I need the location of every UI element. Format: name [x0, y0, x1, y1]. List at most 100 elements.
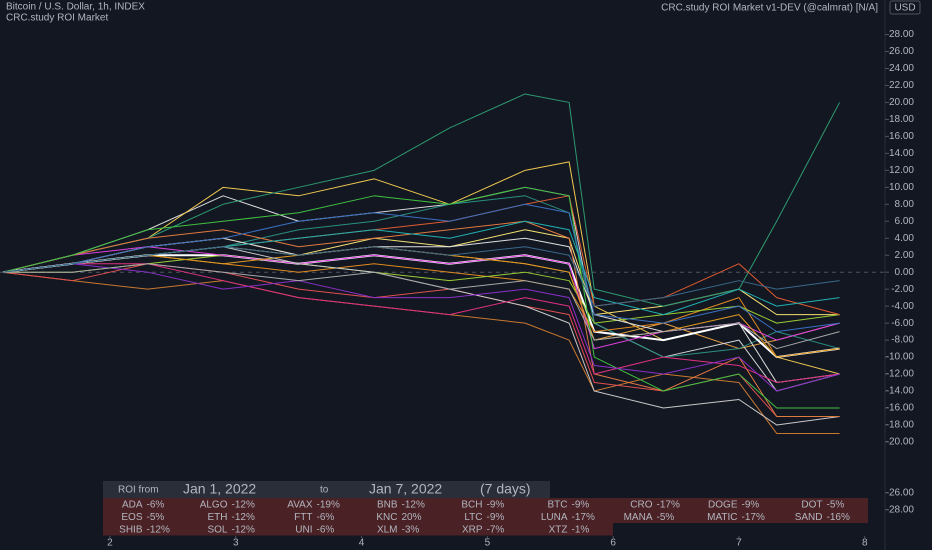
roi-name: ADA [122, 499, 143, 510]
roi-value: -12% [232, 524, 255, 535]
roi-row [103, 523, 613, 536]
roi-value: -6% [147, 499, 165, 510]
y-tick-label: 28.00 [889, 29, 914, 40]
roi-value: -9% [487, 499, 505, 510]
roi-value: -5% [147, 512, 165, 523]
y-tick-label: -26.00 [886, 488, 915, 499]
y-tick-label: 14.00 [889, 148, 914, 159]
lines [2, 93, 841, 434]
series-line [2, 203, 840, 333]
roi-name: BTC [548, 499, 568, 510]
y-tick-label: -16.00 [886, 403, 915, 414]
roi-row [103, 498, 868, 511]
y-tick-label: 26.00 [889, 46, 914, 57]
roi-name: XRP [462, 524, 483, 535]
roi-name: LUNA [541, 512, 568, 523]
y-tick-label: -8.00 [891, 335, 914, 346]
y-tick-label: -28.00 [886, 504, 915, 515]
roi-to-label: to [320, 485, 329, 496]
y-tick-label: -2.00 [891, 284, 914, 295]
roi-name: BNB [377, 499, 398, 510]
roi-entry: MANA -5% [624, 512, 675, 523]
roi-name: DOT [801, 499, 822, 510]
y-tick-label: 0.00 [895, 267, 915, 278]
roi-value: -17% [657, 499, 680, 510]
series-line [3, 254, 840, 324]
roi-name: SAND [795, 512, 823, 523]
roi-from-label: ROI from [118, 485, 159, 496]
roi-entry: EOS -5% [121, 512, 164, 523]
roi-name: SHIB [119, 524, 143, 535]
roi-to: Jan 7, 2022 [369, 481, 442, 497]
roi-entry: ALGO -12% [200, 499, 255, 510]
roi-value: -3% [402, 524, 420, 535]
y-tick-label: 18.00 [889, 114, 914, 125]
roi-name: MANA [624, 512, 653, 523]
roi-entry: ETH -12% [208, 512, 255, 523]
roi-value: -12% [402, 499, 425, 510]
roi-entry: SAND -16% [795, 512, 850, 523]
roi-entry: KNC 20% [376, 512, 421, 523]
roi-value: 20% [402, 512, 422, 523]
currency-box[interactable] [889, 0, 921, 15]
roi-value: -9% [572, 499, 590, 510]
roi-value: -9% [742, 499, 760, 510]
roi-entry: UNI -6% [295, 524, 334, 535]
y-tick-label: -12.00 [886, 369, 915, 380]
y-tick-label: -18.00 [886, 420, 915, 431]
x-tick-label: 8 [862, 538, 868, 549]
roi-name: FTT [294, 512, 312, 523]
x-tick-label: 7 [736, 538, 742, 549]
roi-entry: XRP -7% [462, 524, 504, 535]
roi-entry: DOGE -9% [708, 499, 759, 510]
roi-entry: BTC -9% [548, 499, 590, 510]
roi-value: -17% [572, 512, 595, 523]
y-tick-label: 10.00 [889, 182, 914, 193]
y-tick-label: -14.00 [886, 386, 915, 397]
study-title: CRC.study ROI Market [6, 13, 108, 24]
x-tick-label: 6 [610, 538, 616, 549]
roi-entry: BCH -9% [461, 499, 504, 510]
roi-name: LTC [464, 512, 482, 523]
roi-value: -12% [232, 512, 255, 523]
roi-entry: SOL -12% [207, 524, 254, 535]
roi-name: KNC [376, 512, 397, 523]
roi-value: -9% [487, 512, 505, 523]
currency[interactable]: USD [894, 3, 915, 14]
roi-entry: FTT -6% [294, 512, 334, 523]
roi-value: -12% [147, 524, 170, 535]
series-line [2, 246, 840, 358]
roi-value: -19% [317, 499, 340, 510]
roi-value: -6% [317, 512, 335, 523]
y-tick-label: 16.00 [889, 131, 914, 142]
roi-value: -12% [232, 499, 255, 510]
roi-value: -1% [572, 524, 590, 535]
roi-entry: ADA -6% [122, 499, 164, 510]
x-tick-label: 5 [485, 538, 491, 549]
y-tick-label: -4.00 [891, 301, 914, 312]
x-tick-label: 4 [359, 538, 365, 549]
series-line [2, 93, 841, 307]
y-tick-label: 20.00 [889, 97, 914, 108]
series-line [2, 263, 840, 392]
x-tick-label: 3 [233, 538, 239, 549]
roi-name: DOGE [708, 499, 738, 510]
roi-entry: MATIC -17% [707, 512, 765, 523]
y-tick-label: 4.00 [895, 233, 915, 244]
series-line [2, 271, 840, 434]
roi-value: -7% [487, 524, 505, 535]
roi-row [103, 510, 868, 523]
roi-span: (7 days) [480, 481, 531, 497]
roi-entry: AVAX -19% [287, 499, 340, 510]
roi-entry: SHIB -12% [119, 524, 170, 535]
roi-name: UNI [295, 524, 312, 535]
y-tick-label: 24.00 [889, 63, 914, 74]
indicator-title: CRC.study ROI Market v1-DEV (@calmrat) [… [661, 3, 878, 14]
roi-value: -5% [827, 499, 845, 510]
roi-name: CRO [630, 499, 652, 510]
y-tick-label: 2.00 [895, 250, 915, 261]
roi-value: -6% [317, 524, 335, 535]
series-line [2, 246, 840, 307]
